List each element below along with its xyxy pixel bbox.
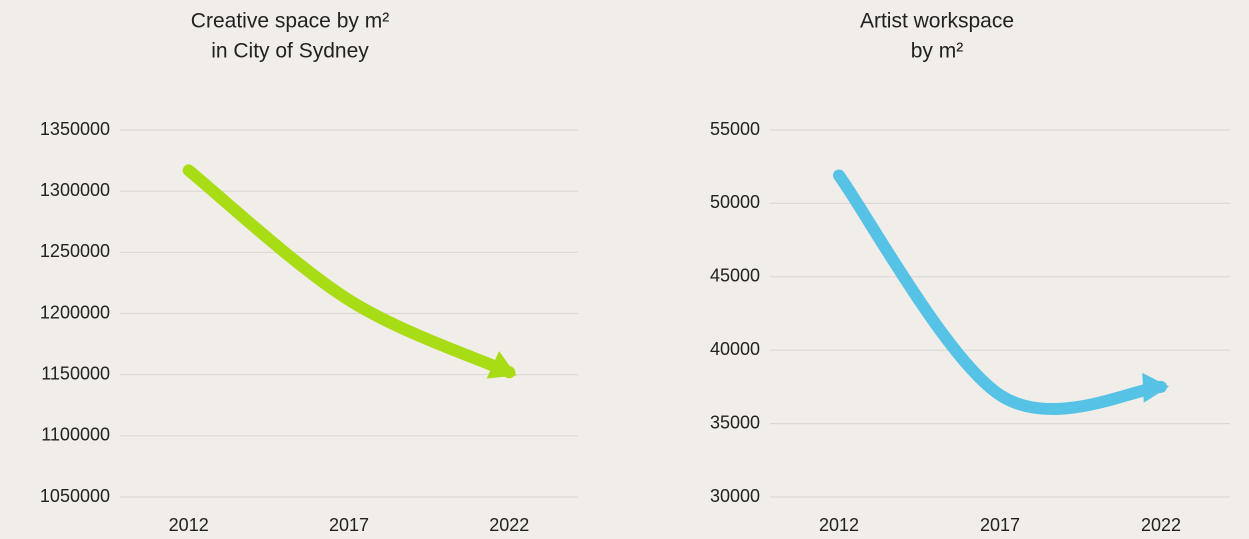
y-tick-label: 30000	[710, 486, 760, 506]
x-tick-label: 2017	[980, 515, 1020, 535]
arrow-head	[1142, 372, 1169, 403]
y-tick-label: 1050000	[40, 486, 110, 506]
x-tick-label: 2017	[329, 515, 369, 535]
y-tick-label: 50000	[710, 192, 760, 212]
chart-title: Creative space by m²	[191, 10, 389, 33]
x-tick-label: 2022	[489, 515, 529, 535]
x-tick-label: 2012	[819, 515, 859, 535]
x-tick-label: 2012	[169, 515, 209, 535]
y-tick-label: 35000	[710, 412, 760, 432]
y-tick-label: 45000	[710, 266, 760, 286]
y-tick-label: 55000	[710, 119, 760, 139]
y-tick-label: 40000	[710, 339, 760, 359]
x-tick-label: 2022	[1141, 515, 1181, 535]
chart-title: Artist workspace	[860, 10, 1014, 33]
y-tick-label: 1350000	[40, 119, 110, 139]
y-tick-label: 1100000	[41, 425, 110, 445]
y-tick-label: 1200000	[40, 302, 110, 322]
y-tick-label: 1300000	[40, 180, 110, 200]
chart-title: by m²	[911, 40, 964, 63]
series-line	[833, 169, 1167, 416]
arrow-head	[486, 351, 517, 379]
y-tick-label: 1150000	[41, 363, 110, 383]
series-line	[182, 164, 516, 379]
y-tick-label: 1250000	[40, 241, 110, 261]
chart-title: in City of Sydney	[211, 40, 369, 63]
